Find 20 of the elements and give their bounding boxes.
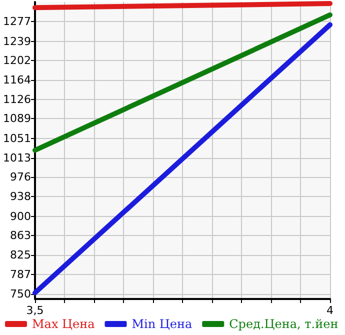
y-tick-label: 976 bbox=[10, 170, 31, 184]
y-tick-label: 1089 bbox=[2, 112, 31, 126]
y-tick-label: 787 bbox=[10, 268, 31, 282]
y-tick-label: 900 bbox=[10, 210, 31, 223]
legend-label: Max Цена bbox=[32, 317, 95, 331]
y-tick-label: 1202 bbox=[2, 54, 31, 67]
y-tick-label: 1126 bbox=[2, 93, 31, 106]
x-tick-label: 3,5 bbox=[26, 304, 44, 317]
y-tick-label: 1239 bbox=[2, 34, 31, 48]
y-tick-label: 1277 bbox=[2, 15, 31, 28]
y-tick-label: 825 bbox=[10, 248, 31, 262]
y-tick-label: 1164 bbox=[2, 73, 31, 86]
y-tick-label: 938 bbox=[10, 190, 31, 204]
legend-label: Min Цена bbox=[132, 317, 192, 331]
y-tick-label: 863 bbox=[10, 228, 31, 242]
y-tick-label: 1013 bbox=[2, 151, 31, 164]
y-tick-label: 750 bbox=[10, 287, 31, 300]
y-tick-label: 1051 bbox=[2, 132, 31, 145]
legend-label: Сред.Цена, т.йен bbox=[229, 317, 338, 331]
x-tick-label: 4 bbox=[326, 304, 334, 317]
